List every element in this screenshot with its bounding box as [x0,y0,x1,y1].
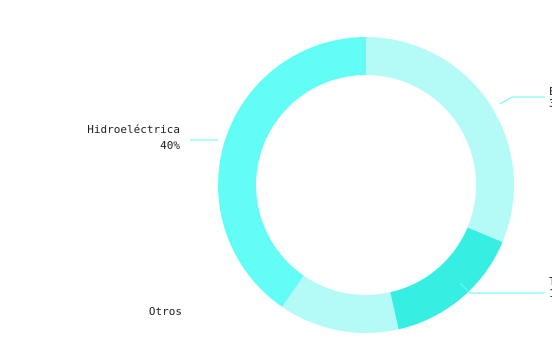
slice-label: E [549,85,552,98]
donut-slice [390,227,503,330]
leader-line [459,282,545,294]
slice-label: Otros [149,305,182,318]
slice-label: Hidroeléctrica [87,123,180,136]
slice-value: 40% [160,139,180,152]
slice-value: 1 [549,287,552,300]
slice-value: 3 [549,97,552,110]
donut-slice [282,275,399,333]
donut-slice [218,37,366,307]
donut-slice [366,37,514,243]
slice-label: T [549,275,552,288]
leader-line [499,96,545,105]
